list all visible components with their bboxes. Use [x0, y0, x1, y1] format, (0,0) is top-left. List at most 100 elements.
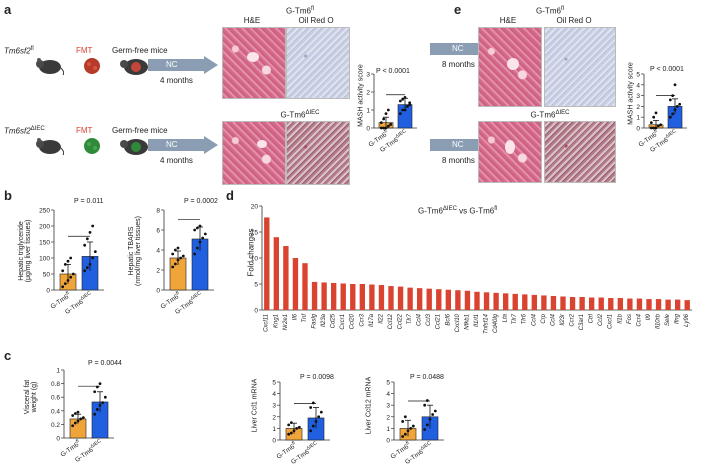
- data-point: [401, 435, 405, 438]
- y-tick-label: 150: [39, 240, 50, 247]
- nc-label: NC: [452, 44, 464, 53]
- gene-label: Tlr7: [512, 313, 518, 324]
- data-point: [311, 424, 315, 428]
- visceral-fat-ylabel: Visceral fat weight (g): [24, 379, 38, 415]
- fold-bar: [608, 298, 614, 310]
- y-tick-label: 0: [386, 438, 390, 445]
- data-point: [73, 421, 77, 425]
- data-point: [95, 408, 99, 411]
- duration-label: 8 months: [442, 156, 475, 165]
- fold-bar: [493, 292, 499, 310]
- data-point: [81, 416, 85, 419]
- data-point: [309, 429, 313, 433]
- gene-label: Ccl2: [598, 313, 604, 326]
- pvalue-ccl1: P = 0.0098: [300, 374, 334, 381]
- data-point: [389, 123, 393, 126]
- fold-bar: [455, 290, 461, 310]
- pvalue-tg: P = 0.011: [74, 198, 104, 205]
- gene-label: Tnf: [302, 313, 308, 323]
- data-point: [88, 231, 92, 234]
- oil-red-label: Oil Red O: [556, 16, 592, 25]
- data-point: [649, 121, 653, 124]
- fold-bar: [388, 286, 394, 310]
- gene-label: Ccl22: [398, 313, 404, 329]
- fold-bar: [588, 297, 595, 310]
- fecal-microbiota-icon: [84, 58, 100, 74]
- data-point: [91, 256, 95, 260]
- y-tick-label: 50: [43, 272, 51, 279]
- data-point: [654, 126, 658, 130]
- y-tick-label: 6: [156, 228, 160, 235]
- y-tick-label: 200: [39, 224, 50, 231]
- image-title-iec: G-Tm6ΔIEC: [280, 110, 320, 120]
- data-point: [401, 420, 405, 423]
- arrow-icon: [148, 56, 218, 74]
- gene-label: Cxcr1: [340, 314, 346, 330]
- data-point: [379, 126, 383, 130]
- panel-label-d: d: [226, 188, 234, 203]
- data-point: [405, 105, 409, 108]
- fold-bar: [636, 298, 643, 310]
- data-point: [85, 237, 89, 241]
- fold-bar: [646, 299, 652, 310]
- y-tick-label: 4: [156, 248, 160, 255]
- data-point: [76, 410, 80, 414]
- data-point: [201, 236, 205, 240]
- image-title-iec: G-Tm6ΔIEC: [530, 110, 570, 120]
- data-point: [379, 121, 383, 124]
- y-tick-label: 0.6: [51, 395, 60, 402]
- he-histology-image: [478, 27, 542, 107]
- data-point: [401, 108, 405, 112]
- fold-bar: [579, 297, 585, 310]
- fold-bar: [426, 288, 432, 310]
- duration-label: 4 months: [160, 156, 193, 165]
- data-point: [195, 226, 199, 230]
- data-point: [425, 423, 429, 427]
- fold-bar: [560, 296, 566, 310]
- data-point: [403, 415, 407, 419]
- data-point: [423, 428, 427, 431]
- data-point: [63, 282, 67, 285]
- y-tick-label: 100: [39, 256, 50, 263]
- data-point: [83, 269, 87, 273]
- data-point: [195, 246, 199, 250]
- he-label: H&E: [243, 16, 261, 25]
- data-point: [66, 279, 70, 282]
- data-point: [382, 126, 386, 130]
- mouse-gut-icon: [120, 59, 148, 75]
- data-point: [431, 413, 435, 416]
- pvalue-fat: P = 0.0044: [88, 360, 122, 367]
- y-tick-label: 4: [386, 391, 390, 398]
- fold-bar: [684, 300, 690, 310]
- mouse-icon: [36, 58, 64, 76]
- oil-red-histology-image: [286, 121, 350, 185]
- gene-label: Sele: [665, 313, 671, 326]
- y-tick-label: 0: [156, 288, 160, 295]
- data-point: [71, 272, 75, 276]
- y-tick-label: 3: [386, 403, 390, 410]
- oil-red-label: Oil Red O: [298, 16, 334, 25]
- data-point: [406, 429, 410, 433]
- y-tick-label: 0.4: [51, 408, 60, 415]
- gene-label: Lta: [503, 313, 509, 322]
- triglyceride-ylabel: Hepatic triglyceride (μg/mg liver tissues…: [18, 219, 32, 283]
- fold-change-ylabel: Fold changes: [246, 228, 256, 277]
- gene-label: Nfkb1: [464, 314, 470, 330]
- gene-label: Il1b: [617, 313, 623, 323]
- data-point: [649, 126, 653, 130]
- genotype-label-iec: Tm6sf2ΔIEC: [4, 126, 45, 136]
- y-tick-label: 20: [251, 204, 259, 211]
- y-tick-label: 1: [366, 108, 370, 115]
- tbars-ylabel: Hepatic TBARS (nmol/mg liver tissues): [128, 216, 142, 287]
- fmt-label: FMT: [76, 126, 93, 135]
- data-point: [287, 432, 291, 436]
- fold-bar: [483, 292, 490, 310]
- arrow-icon: [148, 136, 218, 154]
- data-point: [673, 83, 677, 87]
- data-point: [76, 419, 80, 423]
- data-point: [93, 390, 97, 394]
